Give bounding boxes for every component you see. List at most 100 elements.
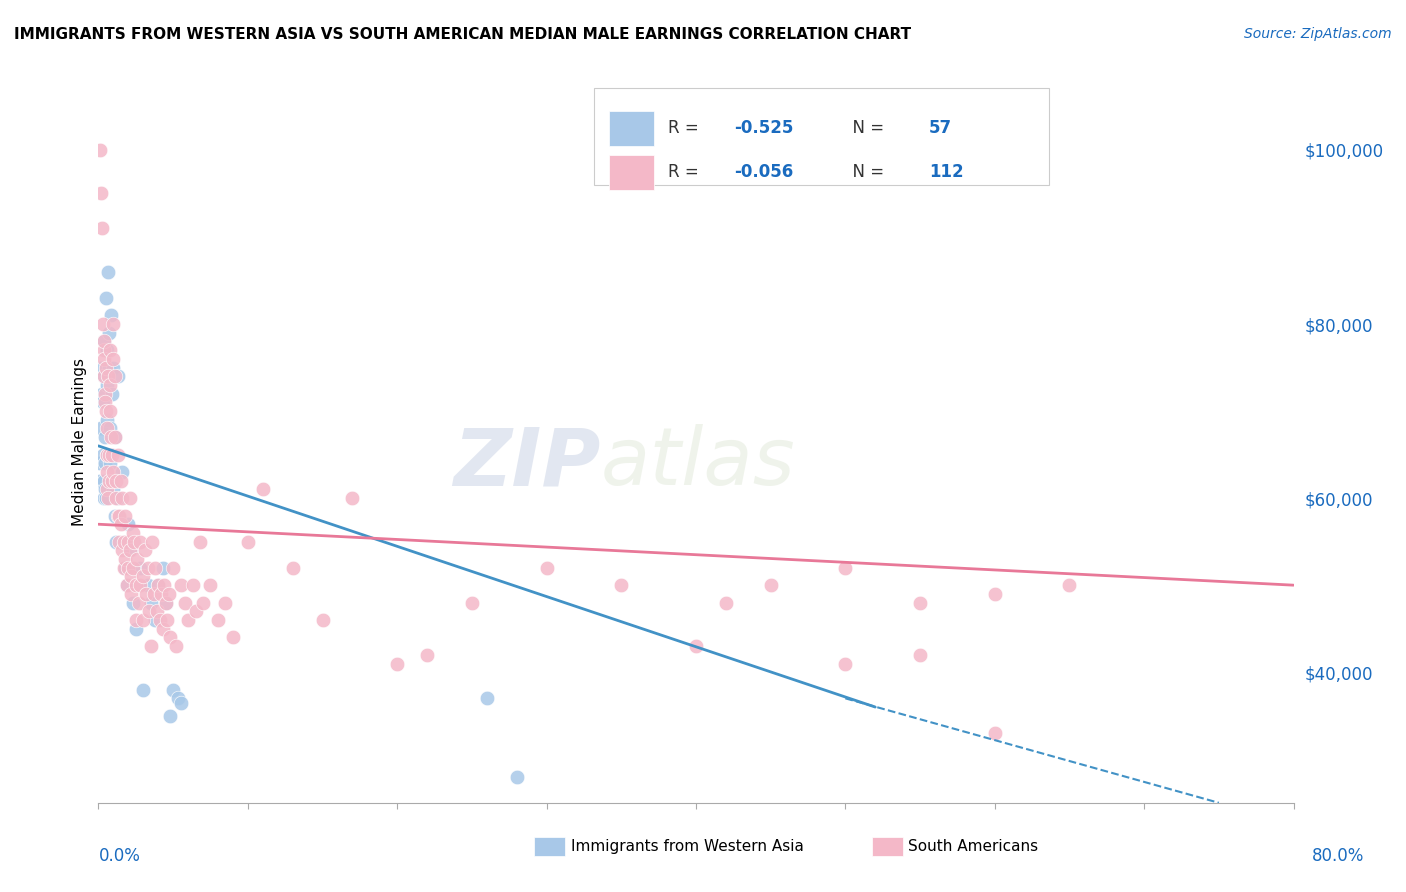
Point <box>96 378 118 392</box>
Point <box>200 578 222 592</box>
Point <box>714 596 737 610</box>
Point <box>236 534 259 549</box>
Point <box>94 386 117 401</box>
Point <box>91 221 114 235</box>
Point <box>100 430 122 444</box>
Point <box>101 386 124 401</box>
Point <box>94 483 117 497</box>
Point <box>108 508 131 523</box>
Point <box>155 596 177 610</box>
Point <box>169 696 191 710</box>
Point <box>908 596 931 610</box>
Point <box>91 395 114 409</box>
Point <box>127 552 149 566</box>
Point <box>610 578 633 592</box>
Point <box>105 534 128 549</box>
Point <box>114 508 136 523</box>
Point <box>184 604 207 618</box>
Point <box>139 639 162 653</box>
Point <box>125 613 148 627</box>
Point <box>145 604 167 618</box>
Point <box>97 369 120 384</box>
Point <box>98 378 121 392</box>
Point <box>94 291 117 305</box>
Point <box>156 613 179 627</box>
Point <box>98 421 121 435</box>
Point <box>134 543 156 558</box>
Point <box>93 334 115 349</box>
Point <box>984 726 1007 740</box>
Point <box>506 770 529 784</box>
Point <box>97 474 120 488</box>
Point <box>107 508 129 523</box>
Point <box>311 613 333 627</box>
Point <box>475 691 498 706</box>
Point <box>89 474 111 488</box>
Point <box>98 456 122 470</box>
Point <box>174 596 197 610</box>
Point <box>96 413 118 427</box>
Point <box>111 543 134 558</box>
Point <box>93 369 115 384</box>
Point <box>112 534 135 549</box>
Point <box>1059 578 1081 592</box>
Point <box>121 525 143 540</box>
Point <box>94 404 117 418</box>
Point <box>121 561 143 575</box>
Point <box>97 448 120 462</box>
Point <box>214 596 236 610</box>
Point <box>96 421 118 435</box>
FancyBboxPatch shape <box>595 87 1049 185</box>
Point <box>98 404 122 418</box>
Point <box>96 448 118 462</box>
Point <box>149 613 172 627</box>
Point <box>107 491 129 505</box>
Point <box>121 596 143 610</box>
Point <box>152 622 174 636</box>
Point <box>136 561 159 575</box>
Point <box>155 596 177 610</box>
Point <box>138 604 160 618</box>
Point <box>118 543 141 558</box>
Point <box>281 561 304 575</box>
Point <box>94 491 117 505</box>
Point <box>97 326 120 340</box>
Point <box>117 517 139 532</box>
Point <box>166 691 188 706</box>
Point <box>112 561 135 575</box>
Point <box>104 430 127 444</box>
Point <box>93 351 115 366</box>
Point <box>129 534 152 549</box>
Point <box>685 639 707 653</box>
Text: 0.0%: 0.0% <box>98 847 141 865</box>
Text: 112: 112 <box>929 163 963 181</box>
Point <box>117 534 139 549</box>
Point <box>188 534 211 549</box>
Point <box>759 578 782 592</box>
Point <box>222 631 245 645</box>
Point <box>150 587 173 601</box>
Point <box>159 631 181 645</box>
Text: R =: R = <box>668 163 704 181</box>
Point <box>89 456 111 470</box>
Point <box>93 334 115 349</box>
Point <box>108 534 131 549</box>
Point <box>97 491 120 505</box>
Point <box>165 639 187 653</box>
Point <box>153 578 176 592</box>
Point <box>157 587 180 601</box>
Point <box>90 360 112 375</box>
Point <box>103 317 125 331</box>
Point <box>114 552 136 566</box>
Point <box>101 448 124 462</box>
Point <box>89 143 111 157</box>
Point <box>111 465 134 479</box>
Point <box>97 265 120 279</box>
Point <box>536 561 558 575</box>
Point <box>135 587 157 601</box>
Point <box>96 465 118 479</box>
Point <box>105 474 128 488</box>
Point <box>114 561 136 575</box>
Point <box>142 587 165 601</box>
Text: 57: 57 <box>929 120 952 137</box>
